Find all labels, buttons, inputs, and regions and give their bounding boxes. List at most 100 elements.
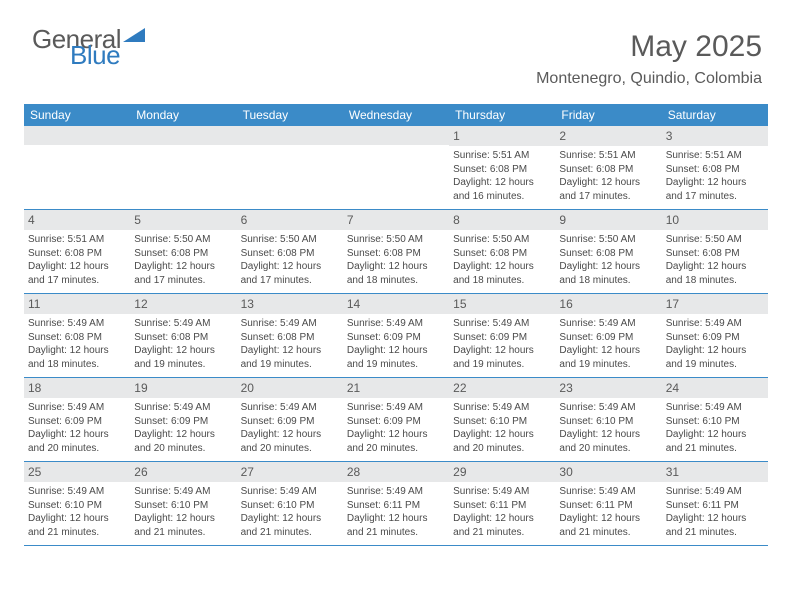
day-cell: 7Sunrise: 5:50 AMSunset: 6:08 PMDaylight… <box>343 210 449 293</box>
day-cell: 24Sunrise: 5:49 AMSunset: 6:10 PMDayligh… <box>662 378 768 461</box>
sunrise-line: Sunrise: 5:51 AM <box>666 149 764 163</box>
logo-word-2: Blue <box>70 44 121 66</box>
day-number <box>24 126 130 145</box>
sunrise-line: Sunrise: 5:49 AM <box>28 317 126 331</box>
sunset-line: Sunset: 6:09 PM <box>453 331 551 345</box>
day-cell: 20Sunrise: 5:49 AMSunset: 6:09 PMDayligh… <box>237 378 343 461</box>
sunset-line: Sunset: 6:09 PM <box>28 415 126 429</box>
daylight-line: Daylight: 12 hours and 17 minutes. <box>28 260 126 287</box>
logo-triangle-icon <box>123 28 145 42</box>
daylight-line: Daylight: 12 hours and 21 minutes. <box>241 512 339 539</box>
day-number: 2 <box>555 126 661 146</box>
day-cell: 31Sunrise: 5:49 AMSunset: 6:11 PMDayligh… <box>662 462 768 545</box>
day-cell-empty <box>24 126 130 209</box>
day-number: 9 <box>555 210 661 230</box>
day-number: 20 <box>237 378 343 398</box>
daylight-line: Daylight: 12 hours and 18 minutes. <box>559 260 657 287</box>
weekday-header-cell: Saturday <box>662 104 768 126</box>
day-number: 25 <box>24 462 130 482</box>
weekday-header-cell: Monday <box>130 104 236 126</box>
day-cell-empty <box>130 126 236 209</box>
day-number: 17 <box>662 294 768 314</box>
day-number: 18 <box>24 378 130 398</box>
sunset-line: Sunset: 6:10 PM <box>453 415 551 429</box>
day-cell: 8Sunrise: 5:50 AMSunset: 6:08 PMDaylight… <box>449 210 555 293</box>
day-number: 16 <box>555 294 661 314</box>
day-number: 27 <box>237 462 343 482</box>
sunset-line: Sunset: 6:08 PM <box>666 163 764 177</box>
day-cell: 27Sunrise: 5:49 AMSunset: 6:10 PMDayligh… <box>237 462 343 545</box>
day-number <box>130 126 236 145</box>
daylight-line: Daylight: 12 hours and 16 minutes. <box>453 176 551 203</box>
sunrise-line: Sunrise: 5:49 AM <box>28 485 126 499</box>
weekday-header-cell: Sunday <box>24 104 130 126</box>
day-number: 7 <box>343 210 449 230</box>
sunrise-line: Sunrise: 5:49 AM <box>347 401 445 415</box>
day-cell: 10Sunrise: 5:50 AMSunset: 6:08 PMDayligh… <box>662 210 768 293</box>
sunrise-line: Sunrise: 5:49 AM <box>453 317 551 331</box>
day-number: 12 <box>130 294 236 314</box>
day-cell: 15Sunrise: 5:49 AMSunset: 6:09 PMDayligh… <box>449 294 555 377</box>
day-cell: 11Sunrise: 5:49 AMSunset: 6:08 PMDayligh… <box>24 294 130 377</box>
day-number: 31 <box>662 462 768 482</box>
daylight-line: Daylight: 12 hours and 18 minutes. <box>453 260 551 287</box>
day-number: 28 <box>343 462 449 482</box>
daylight-line: Daylight: 12 hours and 20 minutes. <box>134 428 232 455</box>
sunrise-line: Sunrise: 5:49 AM <box>28 401 126 415</box>
day-number: 23 <box>555 378 661 398</box>
day-number: 6 <box>237 210 343 230</box>
sunrise-line: Sunrise: 5:49 AM <box>666 485 764 499</box>
day-number <box>343 126 449 145</box>
weekday-header-cell: Friday <box>555 104 661 126</box>
week-row: 25Sunrise: 5:49 AMSunset: 6:10 PMDayligh… <box>24 462 768 546</box>
weekday-header-cell: Tuesday <box>237 104 343 126</box>
sunrise-line: Sunrise: 5:49 AM <box>241 401 339 415</box>
daylight-line: Daylight: 12 hours and 19 minutes. <box>559 344 657 371</box>
day-number: 24 <box>662 378 768 398</box>
sunset-line: Sunset: 6:11 PM <box>559 499 657 513</box>
sunset-line: Sunset: 6:08 PM <box>28 331 126 345</box>
logo: General Blue <box>32 28 145 66</box>
daylight-line: Daylight: 12 hours and 19 minutes. <box>666 344 764 371</box>
sunset-line: Sunset: 6:09 PM <box>347 331 445 345</box>
sunset-line: Sunset: 6:11 PM <box>453 499 551 513</box>
daylight-line: Daylight: 12 hours and 20 minutes. <box>453 428 551 455</box>
sunrise-line: Sunrise: 5:51 AM <box>559 149 657 163</box>
week-row: 4Sunrise: 5:51 AMSunset: 6:08 PMDaylight… <box>24 210 768 294</box>
sunset-line: Sunset: 6:09 PM <box>559 331 657 345</box>
day-cell: 14Sunrise: 5:49 AMSunset: 6:09 PMDayligh… <box>343 294 449 377</box>
daylight-line: Daylight: 12 hours and 21 minutes. <box>559 512 657 539</box>
day-number: 19 <box>130 378 236 398</box>
sunrise-line: Sunrise: 5:49 AM <box>453 401 551 415</box>
sunrise-line: Sunrise: 5:49 AM <box>559 317 657 331</box>
daylight-line: Daylight: 12 hours and 17 minutes. <box>559 176 657 203</box>
sunrise-line: Sunrise: 5:50 AM <box>134 233 232 247</box>
sunset-line: Sunset: 6:09 PM <box>241 415 339 429</box>
day-cell: 2Sunrise: 5:51 AMSunset: 6:08 PMDaylight… <box>555 126 661 209</box>
daylight-line: Daylight: 12 hours and 17 minutes. <box>241 260 339 287</box>
day-cell: 19Sunrise: 5:49 AMSunset: 6:09 PMDayligh… <box>130 378 236 461</box>
daylight-line: Daylight: 12 hours and 21 minutes. <box>453 512 551 539</box>
day-number: 15 <box>449 294 555 314</box>
daylight-line: Daylight: 12 hours and 20 minutes. <box>347 428 445 455</box>
day-cell: 9Sunrise: 5:50 AMSunset: 6:08 PMDaylight… <box>555 210 661 293</box>
day-cell: 21Sunrise: 5:49 AMSunset: 6:09 PMDayligh… <box>343 378 449 461</box>
daylight-line: Daylight: 12 hours and 20 minutes. <box>559 428 657 455</box>
sunset-line: Sunset: 6:10 PM <box>28 499 126 513</box>
day-cell: 16 Sunrise: 5:49 AMSunset: 6:09 PMDayligh… <box>555 294 661 377</box>
sunset-line: Sunset: 6:08 PM <box>241 331 339 345</box>
daylight-line: Daylight: 12 hours and 17 minutes. <box>666 176 764 203</box>
sunset-line: Sunset: 6:10 PM <box>134 499 232 513</box>
day-number: 21 <box>343 378 449 398</box>
day-cell-empty <box>237 126 343 209</box>
day-cell-empty <box>343 126 449 209</box>
day-number: 30 <box>555 462 661 482</box>
sunset-line: Sunset: 6:09 PM <box>134 415 232 429</box>
daylight-line: Daylight: 12 hours and 21 minutes. <box>28 512 126 539</box>
day-number: 10 <box>662 210 768 230</box>
day-number: 26 <box>130 462 236 482</box>
day-cell: 3Sunrise: 5:51 AMSunset: 6:08 PMDaylight… <box>662 126 768 209</box>
daylight-line: Daylight: 12 hours and 21 minutes. <box>666 428 764 455</box>
sunrise-line: Sunrise: 5:49 AM <box>347 485 445 499</box>
sunset-line: Sunset: 6:08 PM <box>28 247 126 261</box>
